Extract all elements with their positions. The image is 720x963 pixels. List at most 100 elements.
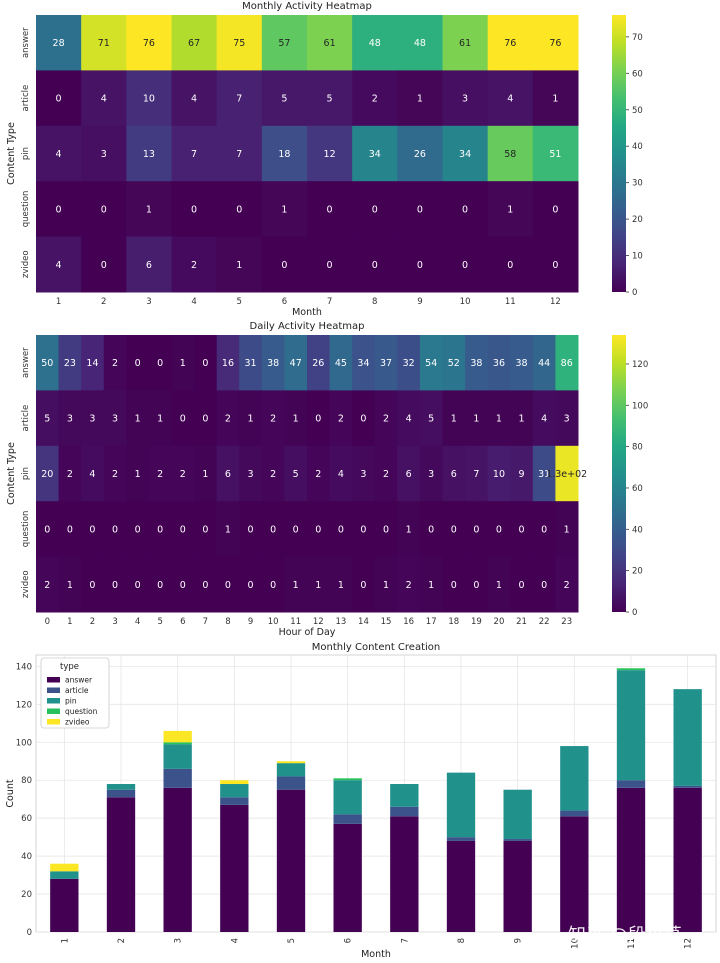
bar-segment-answer <box>163 787 192 932</box>
heatmap-cell <box>419 501 443 558</box>
x-tick-label: 1 <box>60 938 70 943</box>
heatmap-cell <box>465 556 489 613</box>
heatmap-cell <box>58 445 82 502</box>
y-tick-label: pin <box>21 467 31 480</box>
x-tick-label: 23 <box>561 617 572 627</box>
cell-label: 58 <box>504 149 516 160</box>
cell-label: 86 <box>561 358 573 369</box>
cell-label: 0 <box>180 580 186 591</box>
colorbar-tick-label: 120 <box>632 360 648 370</box>
x-axis-label: Month <box>361 949 391 960</box>
bar-segment-question <box>616 668 646 671</box>
x-tick-label: 19 <box>471 617 482 627</box>
heatmap-cell <box>171 70 218 127</box>
cell-label: 4 <box>191 94 197 105</box>
colorbar <box>612 335 626 612</box>
y-axis-label: Content Type <box>6 122 17 185</box>
heatmap-cell <box>307 236 353 293</box>
bar-segment-answer <box>673 787 702 932</box>
heatmap-cell <box>532 181 579 238</box>
heatmap-cell <box>532 390 556 447</box>
cell-label: 51 <box>549 149 561 160</box>
heatmap-cell <box>148 335 172 391</box>
heatmap-cell <box>194 390 218 447</box>
cell-label: 2 <box>191 260 197 271</box>
x-tick-label: 4 <box>135 617 140 627</box>
heatmap-cell <box>397 501 421 558</box>
cell-label: 5 <box>44 414 50 425</box>
x-tick-label: 1 <box>67 617 72 627</box>
x-tick-label: 5 <box>287 938 297 943</box>
x-tick-label: 7 <box>203 617 208 627</box>
x-tick-label: 6 <box>282 297 287 307</box>
legend-entry: article <box>65 686 89 695</box>
cell-label: 0 <box>417 204 423 215</box>
x-tick-label: 0 <box>45 617 50 627</box>
cell-label: 0 <box>338 524 344 535</box>
heatmap-cell <box>555 335 579 391</box>
heatmap-cell <box>216 556 240 613</box>
cell-label: 1 <box>67 580 73 591</box>
cell-label: 12 <box>324 149 336 160</box>
heatmap-cell <box>261 501 285 558</box>
heatmap-cell <box>58 390 82 447</box>
bar-segment-answer <box>446 840 476 932</box>
heatmap-cell <box>555 556 579 613</box>
cell-label: 1 <box>281 204 287 215</box>
heatmap-cell <box>36 70 82 127</box>
cell-label: 61 <box>324 38 336 49</box>
cell-label: 1 <box>248 414 254 425</box>
colorbar-tick-label: 30 <box>632 179 643 189</box>
x-tick-label: 10 <box>460 297 471 307</box>
bar-segment-zvideo <box>163 730 192 743</box>
heatmap-cell <box>103 445 127 502</box>
heatmap-cell <box>532 501 556 558</box>
cell-label: 0 <box>383 524 389 535</box>
heatmap-cell <box>465 501 489 558</box>
cell-label: 1 <box>315 580 321 591</box>
heatmap-cell <box>397 15 443 71</box>
cell-label: 0 <box>202 414 208 425</box>
heatmap-cell <box>352 335 376 391</box>
cell-label: 2 <box>406 580 412 591</box>
cell-label: 71 <box>98 38 110 49</box>
heatmap-cell <box>397 445 421 502</box>
x-tick-label: 17 <box>426 617 437 627</box>
y-tick-label: answer <box>21 347 31 378</box>
x-tick-label: 4 <box>191 297 196 307</box>
cell-label: 75 <box>233 38 245 49</box>
cell-label: 1 <box>293 580 299 591</box>
heatmap-cell <box>103 501 127 558</box>
heatmap-cell <box>487 445 511 502</box>
heatmap-cell <box>216 125 263 182</box>
bar-segment-article <box>503 839 532 841</box>
heatmap-cell <box>81 15 127 71</box>
heatmap-cell <box>81 70 127 127</box>
cell-label: 4 <box>406 414 412 425</box>
heatmap-cell <box>397 70 443 127</box>
cell-label: 1 <box>507 204 513 215</box>
cell-label: 0 <box>428 524 434 535</box>
cell-label: 0 <box>202 524 208 535</box>
y-tick-label: 120 <box>16 700 32 710</box>
heatmap-cell <box>216 15 263 71</box>
cell-label: 0 <box>248 524 254 535</box>
colorbar-tick-label: 80 <box>632 443 643 453</box>
heatmap-cell <box>36 556 60 613</box>
x-tick-label: 21 <box>516 617 527 627</box>
legend-swatch-answer <box>47 677 60 683</box>
bar-segment-pin <box>276 763 306 777</box>
heatmap-cell <box>81 125 127 182</box>
cell-label: 14 <box>86 358 98 369</box>
heatmap-cell <box>194 445 218 502</box>
heatmap-cell <box>307 15 353 71</box>
cell-label: 0 <box>248 580 254 591</box>
x-tick-label: 8 <box>457 938 467 943</box>
cell-label: 26 <box>414 149 426 160</box>
heatmap-cell <box>532 236 579 293</box>
cell-label: 1 <box>180 358 186 369</box>
legend-title: type <box>60 662 79 672</box>
cell-label: 3 <box>428 469 434 480</box>
heatmap-cell <box>352 181 398 238</box>
